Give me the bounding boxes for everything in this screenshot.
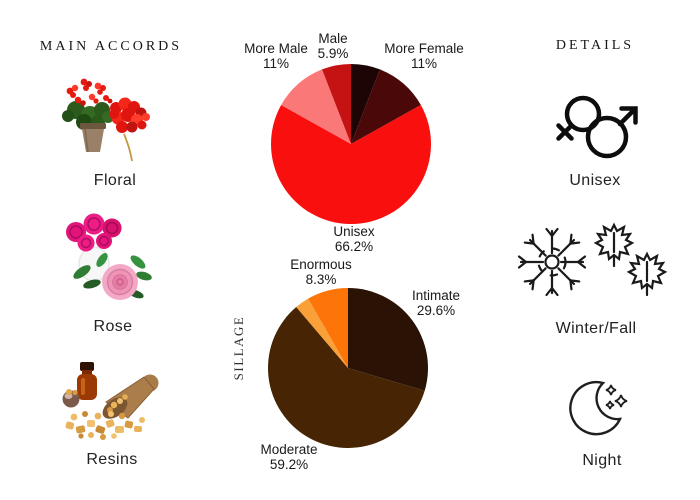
pie-label-unisex: Unisex 66.2% [333, 224, 375, 254]
pie-label-male: Male 5.9% [317, 31, 349, 61]
snowflake-maple-leaves-icon [517, 223, 667, 297]
male-tail [617, 107, 637, 127]
large-pink-rose [102, 264, 138, 300]
metal-spoon [62, 389, 80, 408]
flower-pot [80, 123, 106, 153]
pie-slice-moderate [268, 307, 425, 448]
bouquet-roses [66, 213, 122, 252]
pie-slice-male [322, 64, 351, 144]
resin-chunks-pile [65, 411, 145, 440]
accord-label-rose: Rose [93, 318, 133, 335]
male-circle [585, 115, 629, 159]
gender-pie-chart [271, 64, 431, 224]
accord-label-resins: Resins [86, 451, 138, 468]
pie-label-moderate: Moderate 59.2% [260, 442, 318, 472]
sillage-pie-chart [268, 288, 428, 448]
detail-label-unisex: Unisex [569, 172, 621, 189]
pie-label-intimate: Intimate 29.6% [411, 288, 461, 318]
pie-label-more-male: More Male 11% [244, 41, 308, 71]
hydrangea-bloom [109, 97, 150, 133]
main-accords-title: MAIN ACCORDS [39, 39, 183, 54]
geranium-blooms [66, 78, 113, 106]
hydrangea-stem [123, 133, 133, 162]
pie-slice-more-male [281, 69, 351, 144]
geranium-pot-flowers-illustration [62, 78, 150, 162]
rose-bouquet-illustration [66, 213, 152, 300]
pie-slice-unlabeled [351, 64, 380, 144]
crescent-moon [569, 380, 622, 436]
female-circle [564, 95, 602, 133]
details-title: DETAILS [555, 38, 635, 53]
sillage-axis-label: SILLAGE [231, 315, 246, 381]
pie-slice-unlabeled [296, 298, 348, 368]
resin-bottle-scoop-illustration [62, 362, 159, 440]
detail-label-night: Night [582, 452, 622, 469]
pie-slice-intimate [348, 288, 428, 391]
pie-slice-more-female [351, 69, 421, 144]
wooden-scoop [102, 374, 159, 419]
maple-leaf-icon [594, 223, 634, 268]
detail-label-winter-fall: Winter/Fall [555, 320, 637, 337]
unisex-gender-icon [556, 95, 638, 159]
pie-label-more-female: More Female 11% [384, 41, 464, 71]
maple-leaf-icon [627, 252, 667, 297]
snowflake-icon [517, 227, 587, 297]
female-crossbar [556, 123, 574, 141]
male-arrowhead [619, 106, 638, 125]
pie-label-enormous: Enormous 8.3% [290, 257, 352, 287]
pie-slice-unisex [271, 105, 431, 224]
accord-label-floral: Floral [93, 172, 137, 189]
crescent-moon-stars-icon [569, 380, 628, 436]
amber-bottle [77, 362, 97, 400]
sparkle-stars [605, 384, 628, 410]
pie-slice-enormous [308, 288, 348, 368]
